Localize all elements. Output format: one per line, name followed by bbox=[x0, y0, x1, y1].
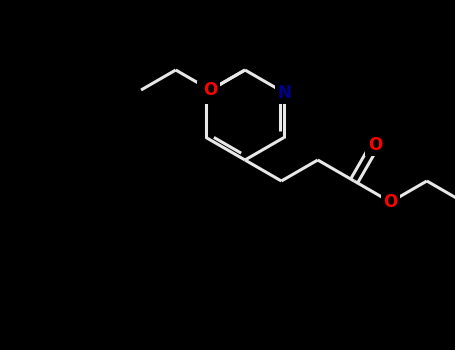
Text: N: N bbox=[199, 84, 213, 101]
Text: O: O bbox=[368, 136, 382, 154]
Text: O: O bbox=[384, 193, 398, 211]
Text: O: O bbox=[203, 81, 217, 99]
Text: N: N bbox=[277, 84, 291, 101]
